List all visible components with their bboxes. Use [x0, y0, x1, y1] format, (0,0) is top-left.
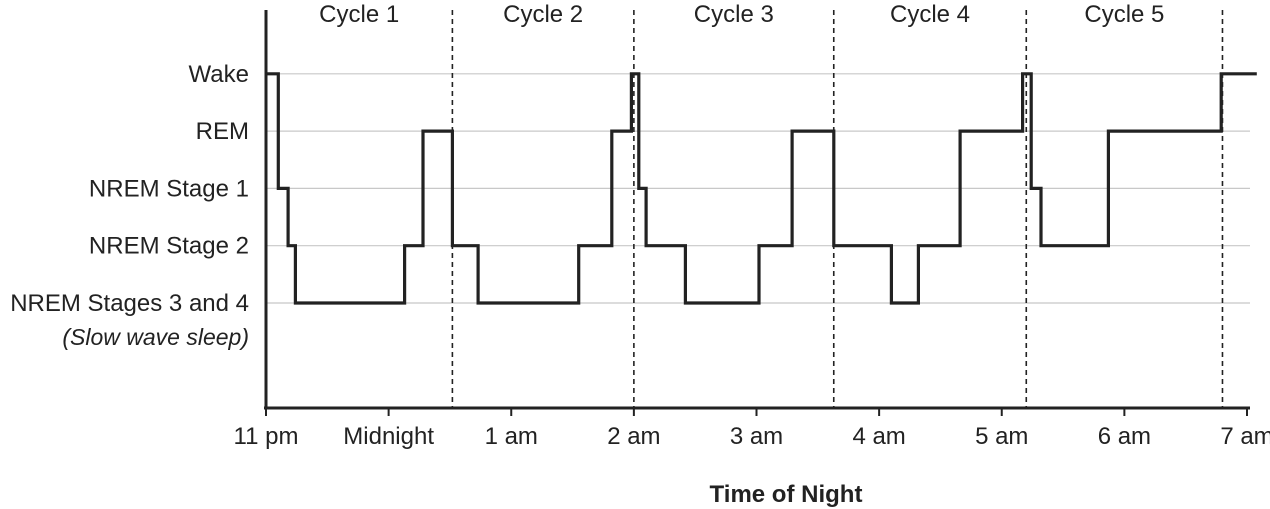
y-level-label: REM	[196, 118, 249, 145]
y-level-label: NREM Stage 2	[89, 233, 249, 260]
x-tick-label: 11 pm	[234, 423, 299, 450]
cycle-label: Cycle 3	[694, 1, 774, 28]
x-tick-label: Midnight	[343, 423, 434, 450]
x-tick-label: 2 am	[607, 423, 660, 450]
x-tick-label: 4 am	[852, 423, 905, 450]
cycle-labels: Cycle 1 Cycle 2 Cycle 3 Cycle 4 Cycle 5	[319, 1, 1164, 28]
y-level-sublabel: (Slow wave sleep)	[62, 324, 249, 350]
cycle-label: Cycle 1	[319, 1, 399, 28]
x-tick-label: 1 am	[485, 423, 538, 450]
sleep-stage-line	[266, 72, 1257, 305]
x-axis-title: Time of Night	[710, 481, 863, 508]
hypnogram-series	[266, 72, 1257, 305]
x-tick-label: 5 am	[975, 423, 1028, 450]
axes	[264, 10, 1250, 410]
cycle-label: Cycle 4	[890, 1, 970, 28]
x-axis-ticks: 11 pm Midnight 1 am 2 am 3 am 4 am 5 am 6 am 7 a…	[234, 408, 1270, 450]
cycle-label: Cycle 5	[1084, 1, 1164, 28]
cycle-label: Cycle 2	[503, 1, 583, 28]
y-axis-labels: Wake REM NREM Stage 1 NREM Stage 2 NREM Stag…	[10, 61, 249, 350]
x-tick-label: 3 am	[730, 423, 783, 450]
y-level-label: Wake	[189, 61, 249, 88]
y-level-label: NREM Stage 1	[89, 175, 249, 202]
y-level-label: NREM Stages 3 and 4	[10, 290, 249, 317]
x-tick-label: 6 am	[1098, 423, 1151, 450]
x-tick-label: 7 am	[1220, 423, 1270, 450]
